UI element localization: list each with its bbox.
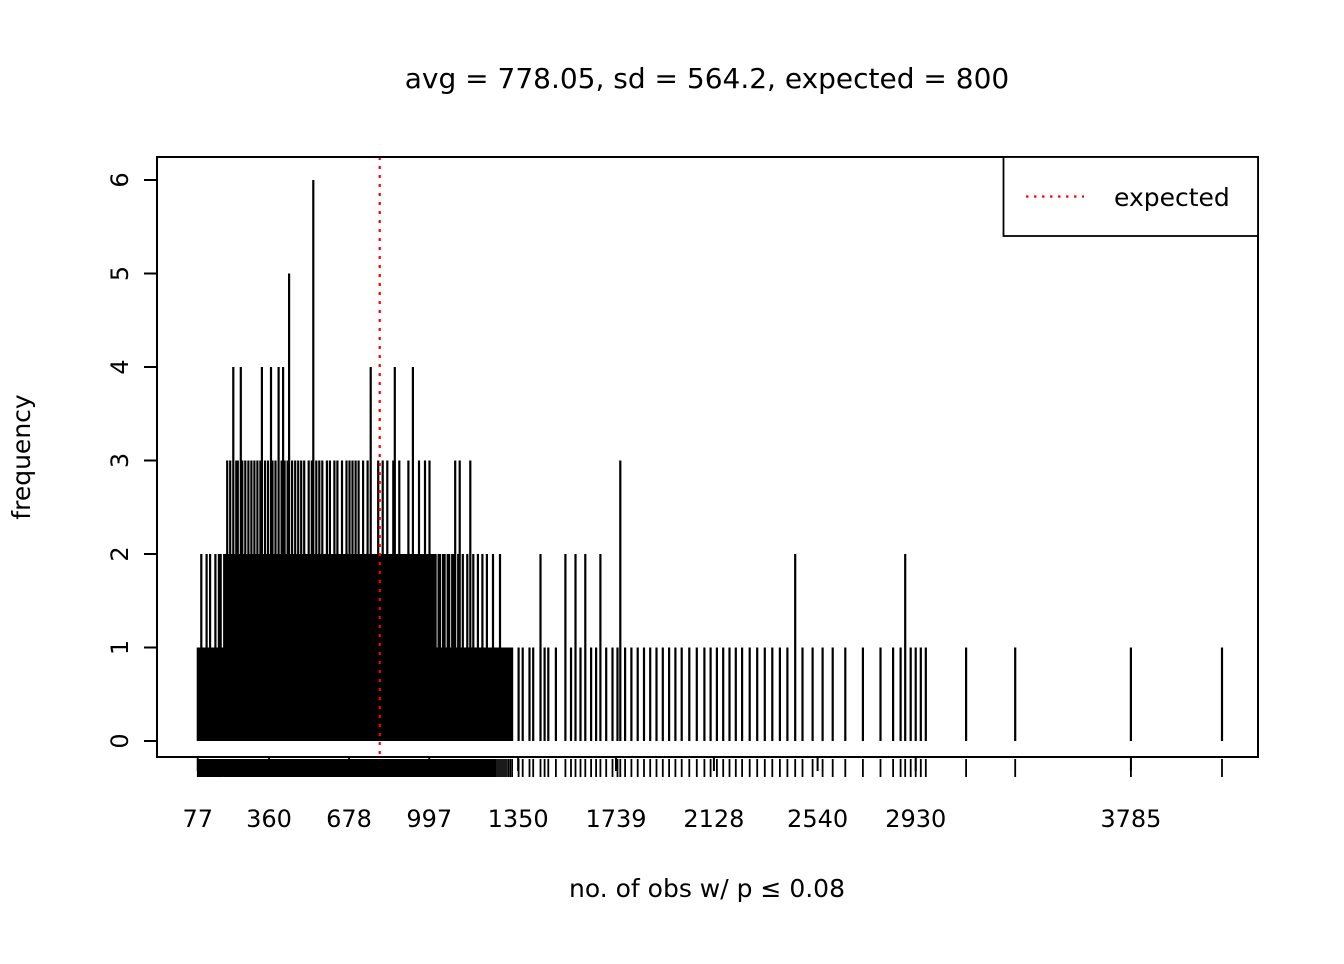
y-tick-label: 6 (106, 172, 134, 187)
x-tick-label: 2540 (787, 805, 848, 833)
y-tick-label: 4 (106, 359, 134, 374)
x-axis-label: no. of obs w/ p ≤ 0.08 (569, 874, 845, 903)
x-tick-label: 77 (182, 805, 213, 833)
x-axis: 77 360 678 997 1350 1739 2128 2540 2930 3785 (182, 757, 1161, 833)
y-tick-label: 5 (106, 266, 134, 281)
x-tick-label: 997 (406, 805, 452, 833)
x-tick-label: 2128 (683, 805, 744, 833)
x-tick-label: 678 (326, 805, 372, 833)
x-tick-label: 1739 (585, 805, 646, 833)
spikes-layer (196, 180, 1224, 741)
y-tick-label: 0 (106, 733, 134, 748)
y-axis: 0 1 2 3 4 5 6 (106, 172, 157, 749)
legend-box (1002, 156, 1259, 237)
y-tick-label: 2 (106, 546, 134, 561)
x-tick-label: 3785 (1100, 805, 1161, 833)
y-axis-label: frequency (7, 394, 36, 520)
rug-layer (196, 759, 1223, 777)
x-tick-label: 360 (246, 805, 292, 833)
legend-label-expected: expected (1114, 183, 1230, 212)
x-tick-label: 2930 (885, 805, 946, 833)
y-tick-label: 1 (106, 640, 134, 655)
y-tick-label: 3 (106, 453, 134, 468)
plot-title: avg = 778.05, sd = 564.2, expected = 800 (405, 62, 1010, 95)
legend: expected (1002, 156, 1259, 237)
plot-border (156, 156, 1259, 758)
x-tick-label: 1350 (488, 805, 549, 833)
